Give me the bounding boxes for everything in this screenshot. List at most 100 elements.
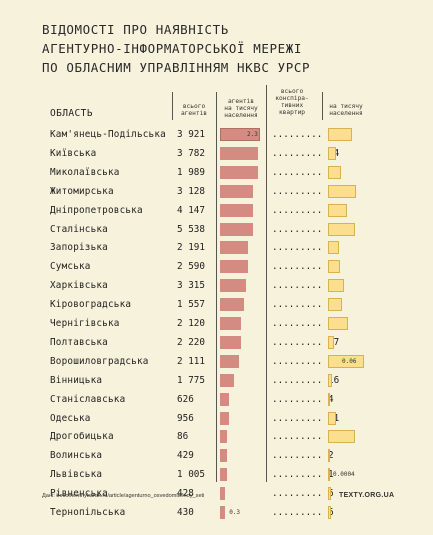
leader-dots: ......... (272, 166, 328, 178)
total-agents: 2 191 (177, 242, 205, 254)
divider-total (172, 92, 173, 120)
total-agents: 2 590 (177, 261, 205, 273)
leader-dots: ......... (272, 129, 328, 140)
total-agents: 4 147 (177, 204, 205, 216)
table-row: Волинська 429......... 2 (0, 447, 433, 467)
oblast-name: Сталінська (50, 223, 108, 235)
total-agents: 956 (177, 412, 194, 424)
header-agents-per-thousand: агентів на тисячу населення (216, 98, 266, 119)
leader-dots: ......... (272, 223, 328, 235)
title-line-3: ПО ОБЛАСНИМ УПРАВЛІННЯМ НКВС УРСР (42, 60, 311, 75)
agents-per-thousand-bar (220, 373, 234, 387)
header-per-line-2: на тисячу (224, 105, 258, 112)
consp-per-thousand-bar (328, 335, 334, 349)
total-agents: 1 005 (177, 469, 205, 481)
leader-dots: ......... (272, 488, 328, 500)
agents-per-thousand-bar (220, 317, 241, 330)
agents-per-thousand-bar (220, 222, 254, 236)
table-row: Львівська 1 005......... 1 0.0004 (0, 466, 433, 486)
consp-per-thousand-bar (328, 241, 339, 255)
table-row: Дрогобицька 86 ......... 9 (0, 428, 433, 448)
total-agents: 86 (177, 431, 189, 443)
consp-per-thousand-bar (328, 298, 342, 312)
consp-per-thousand-bar (328, 430, 355, 444)
consp-per-thousand-bar (328, 128, 352, 141)
leader-dots: ......... (272, 336, 328, 348)
leader-dots: ......... (272, 393, 328, 405)
consp-per-thousand-bar (328, 449, 330, 463)
header-total-line-2: агентів (180, 110, 208, 117)
total-agents: 3 315 (177, 280, 205, 292)
agents-per-thousand-bar (220, 506, 226, 519)
agents-per-thousand-bar (220, 184, 254, 198)
total-agents: 3 128 (177, 185, 205, 197)
oblast-name: Львівська (50, 469, 103, 481)
leader-dots: ......... (272, 450, 328, 462)
header-total-agents: всього агентів (172, 103, 216, 117)
total-agents: 3 921 (177, 129, 205, 140)
header-consp-line-3: тивних (280, 102, 304, 109)
table-row: Вінницька 1 775......... 16 (0, 372, 433, 392)
leader-dots: ......... (272, 147, 328, 159)
leader-dots: ......... (272, 374, 328, 386)
agents-per-thousand-bar (220, 468, 227, 482)
consp-per-thousand-bar (328, 146, 336, 160)
header-consp-per-line-1: на тисячу (329, 103, 363, 110)
consp-per-thousand-bar (328, 184, 357, 198)
total-agents: 3 782 (177, 147, 205, 159)
header-consp-total: всього конспіра- тивних квартир (268, 88, 316, 116)
total-agents: 2 120 (177, 318, 205, 329)
header-total-line-1: всього (182, 103, 206, 110)
agents-per-thousand-bar (220, 487, 226, 501)
consp-per-thousand-bar (328, 222, 355, 236)
oblast-name: Волинська (50, 450, 103, 462)
leader-dots: ......... (272, 185, 328, 197)
title-line-1: ВІДОМОСТІ ПРО НАЯВНІСТЬ (42, 22, 229, 37)
total-agents: 1 557 (177, 299, 205, 311)
leader-dots: ......... (272, 204, 328, 216)
table-row: Станіславська 626......... 4 (0, 391, 433, 411)
total-agents: 429 (177, 450, 194, 462)
divider-agents (216, 92, 217, 482)
agents-per-thousand-bar (220, 430, 227, 444)
consp-value: 1 (327, 469, 334, 481)
consp-apartments: ......... 4 (272, 394, 334, 405)
source-note: Дані: becomentnybarak.ru/article/agentur… (42, 493, 205, 499)
consp-value: 2 (327, 450, 334, 462)
agents-per-thousand-bar (220, 146, 259, 160)
consp-apartments: ......... 6 (272, 488, 334, 499)
consp-per-thousand-bar (328, 392, 330, 406)
header-consp-line-2: конспіра- (275, 95, 309, 102)
oblast-name: Кам'янець-Подільська (50, 129, 166, 140)
leader-dots: ......... (272, 242, 328, 254)
consp-per-thousand-label: 0.06 (342, 357, 357, 365)
total-agents: 1 775 (177, 374, 205, 386)
agents-per-thousand-label: 2.3 (247, 131, 258, 138)
consp-per-thousand-bar (328, 165, 342, 179)
agents-per-thousand-bar (220, 128, 260, 141)
oblast-name: Одеська (50, 412, 91, 424)
agents-per-thousand-bar (220, 354, 240, 368)
total-agents: 1 989 (177, 166, 205, 178)
consp-per-thousand-bar (328, 506, 331, 519)
agents-per-thousand-bar (220, 411, 229, 425)
agents-per-thousand-bar (220, 279, 247, 293)
header-oblast: ОБЛАСТЬ (50, 108, 93, 119)
oblast-name: Станіславська (50, 393, 126, 405)
chart-title: ВІДОМОСТІ ПРО НАЯВНІСТЬ АГЕНТУРНО-ІНФОРМ… (42, 20, 310, 77)
consp-per-thousand-bar (328, 260, 340, 274)
total-agents: 428 (177, 488, 194, 500)
consp-apartments: ......... 9 (272, 431, 334, 442)
agents-per-thousand-bar (220, 392, 229, 406)
